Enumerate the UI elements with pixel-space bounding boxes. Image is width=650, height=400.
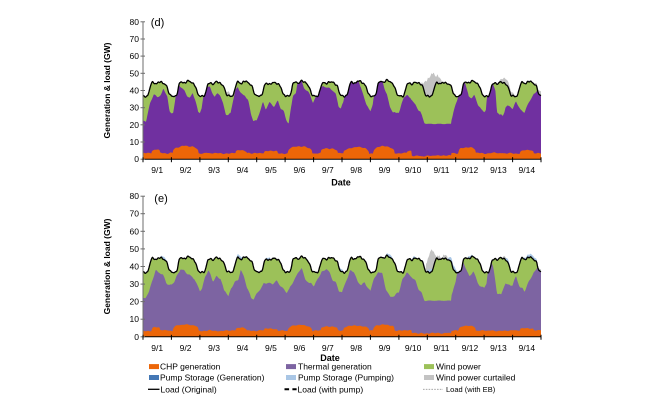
svg-text:Pump Storage (Pumping): Pump Storage (Pumping) (298, 373, 394, 383)
svg-text:80: 80 (130, 191, 140, 201)
svg-text:9/10: 9/10 (405, 165, 422, 175)
svg-text:30: 30 (130, 279, 140, 289)
svg-text:Thermal generation: Thermal generation (298, 362, 372, 372)
svg-text:9/6: 9/6 (293, 165, 305, 175)
svg-text:Date: Date (320, 353, 340, 363)
svg-text:Load (with EB): Load (with EB) (446, 385, 496, 394)
svg-text:9/7: 9/7 (322, 343, 334, 353)
svg-text:9/9: 9/9 (379, 165, 391, 175)
svg-text:9/7: 9/7 (322, 165, 334, 175)
svg-text:10: 10 (130, 314, 140, 324)
svg-text:50: 50 (130, 68, 140, 78)
svg-text:9/12: 9/12 (462, 343, 479, 353)
svg-text:10: 10 (130, 137, 140, 147)
svg-text:Date: Date (331, 178, 351, 188)
svg-text:(e): (e) (154, 193, 167, 205)
svg-text:9/3: 9/3 (208, 343, 220, 353)
svg-text:9/13: 9/13 (490, 165, 507, 175)
svg-text:9/5: 9/5 (265, 165, 277, 175)
svg-text:9/5: 9/5 (265, 343, 277, 353)
svg-text:9/8: 9/8 (350, 343, 362, 353)
svg-text:Generation & load (GW): Generation & load (GW) (102, 218, 112, 314)
svg-text:20: 20 (130, 297, 140, 307)
svg-text:9/12: 9/12 (462, 165, 479, 175)
svg-text:9/14: 9/14 (519, 343, 536, 353)
svg-text:(d): (d) (151, 17, 164, 29)
svg-text:50: 50 (130, 244, 140, 254)
svg-text:Load (Original): Load (Original) (161, 384, 217, 394)
svg-text:40: 40 (130, 86, 140, 96)
svg-text:Load (with pump): Load (with pump) (298, 384, 364, 394)
svg-text:Generation & load (GW): Generation & load (GW) (102, 42, 112, 138)
svg-text:9/4: 9/4 (237, 343, 249, 353)
svg-text:80: 80 (130, 17, 140, 27)
svg-text:9/9: 9/9 (379, 343, 391, 353)
svg-text:9/1: 9/1 (151, 343, 163, 353)
svg-text:70: 70 (130, 209, 140, 219)
svg-text:CHP generation: CHP generation (160, 362, 221, 372)
svg-text:9/10: 9/10 (405, 343, 422, 353)
svg-text:70: 70 (130, 34, 140, 44)
svg-text:9/14: 9/14 (519, 165, 536, 175)
svg-text:9/6: 9/6 (293, 343, 305, 353)
svg-text:9/11: 9/11 (434, 343, 450, 353)
svg-text:0: 0 (134, 154, 139, 164)
svg-text:9/1: 9/1 (151, 165, 163, 175)
svg-text:9/3: 9/3 (208, 165, 220, 175)
svg-text:9/8: 9/8 (350, 165, 362, 175)
svg-text:60: 60 (130, 226, 140, 236)
svg-text:9/2: 9/2 (180, 165, 192, 175)
svg-text:30: 30 (130, 103, 140, 113)
svg-text:9/2: 9/2 (180, 343, 192, 353)
svg-text:Wind power: Wind power (436, 362, 481, 372)
svg-text:Wind power curtailed: Wind power curtailed (436, 373, 516, 383)
svg-text:9/11: 9/11 (434, 165, 450, 175)
svg-text:9/4: 9/4 (237, 165, 249, 175)
svg-text:40: 40 (130, 262, 140, 272)
svg-text:20: 20 (130, 120, 140, 130)
svg-text:0: 0 (134, 332, 139, 342)
svg-text:60: 60 (130, 51, 140, 61)
svg-text:Pump Storage (Generation): Pump Storage (Generation) (160, 373, 265, 383)
svg-text:9/13: 9/13 (490, 343, 507, 353)
